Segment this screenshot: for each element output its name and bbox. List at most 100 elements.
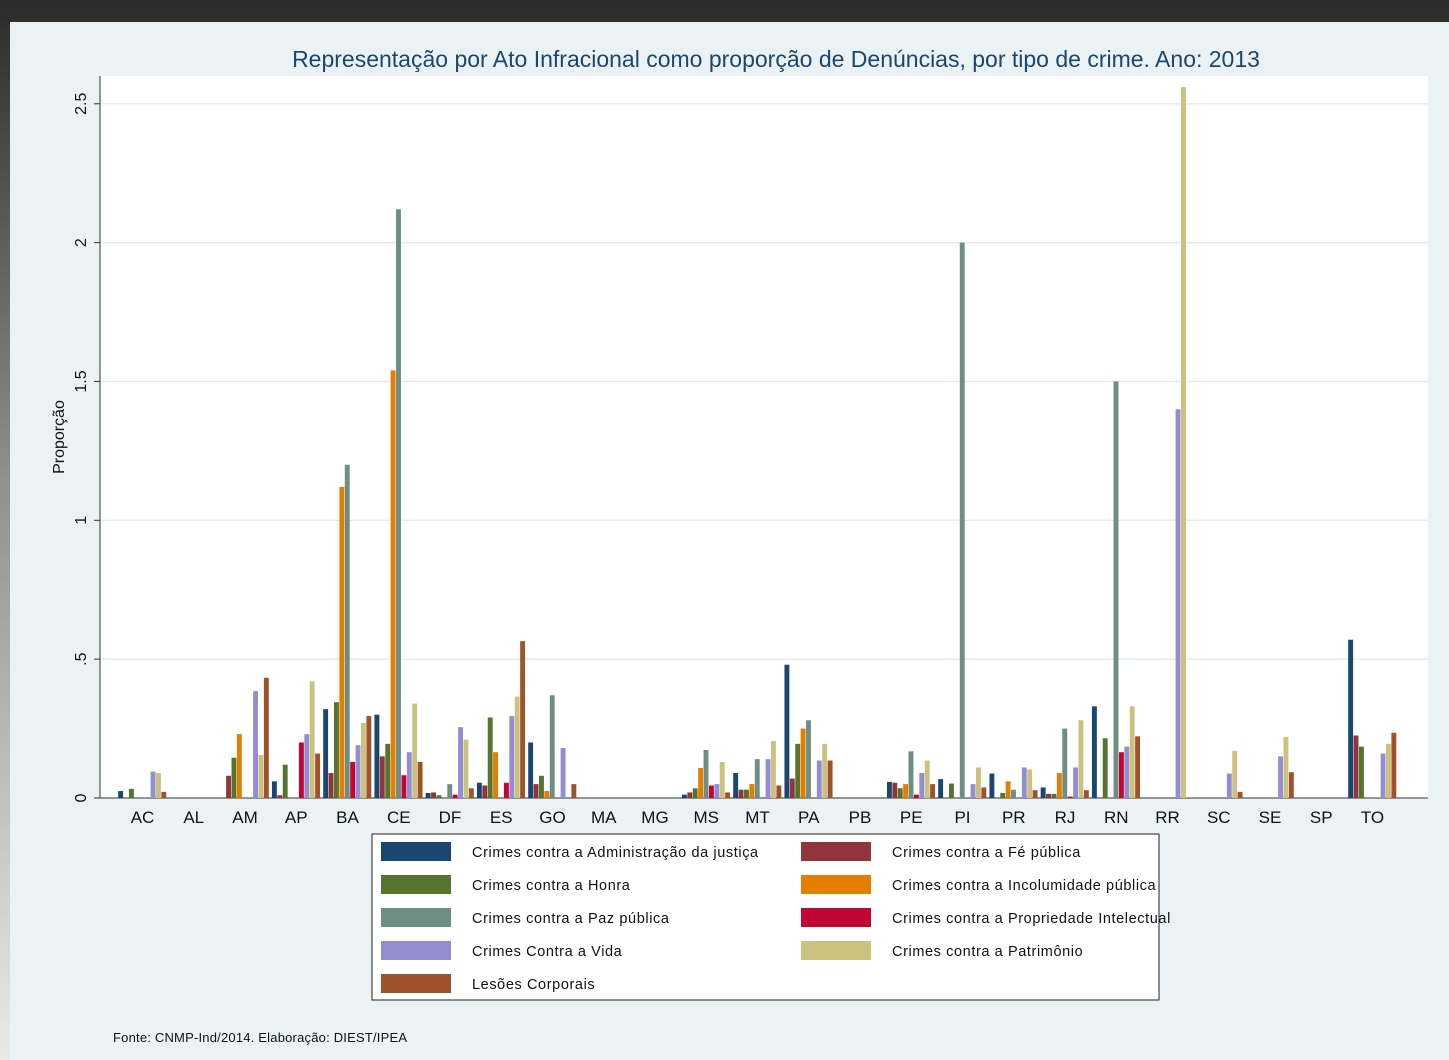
y-tick-label: 1.5 — [73, 370, 90, 392]
y-tick-label: 2.5 — [73, 93, 90, 115]
bar — [681, 794, 687, 798]
bar — [1102, 738, 1108, 798]
bar — [924, 760, 930, 798]
bar — [908, 751, 914, 798]
bar — [897, 788, 903, 798]
bar — [258, 754, 264, 798]
bar — [129, 788, 134, 798]
bar — [226, 775, 231, 798]
bar — [703, 749, 709, 798]
legend-label: Crimes contra a Propriedade Intelectual — [892, 911, 1171, 927]
bar — [298, 742, 304, 798]
bar — [1083, 790, 1089, 798]
bar — [1380, 753, 1386, 798]
y-tick-label: .5 — [73, 652, 90, 665]
bar — [1288, 772, 1294, 798]
bar — [493, 752, 499, 798]
chart-title: Representação por Ato Infracional como p… — [292, 46, 1260, 72]
bar — [406, 752, 412, 798]
x-tick-label: MG — [641, 808, 668, 827]
bar — [366, 716, 372, 798]
bar — [487, 717, 493, 798]
bar — [236, 734, 242, 798]
bar — [949, 783, 954, 798]
bar — [959, 242, 965, 799]
bar — [692, 788, 698, 798]
bar — [231, 757, 237, 798]
plot-area — [100, 76, 1428, 798]
bar — [390, 370, 396, 798]
x-tick-label: RJ — [1055, 808, 1076, 827]
bar — [323, 709, 329, 798]
bar — [539, 775, 544, 798]
x-tick-label: SE — [1259, 808, 1282, 827]
bar — [1046, 793, 1051, 798]
x-tick-label: PR — [1002, 808, 1026, 827]
bar — [339, 486, 345, 798]
bar — [1232, 750, 1238, 798]
bar — [1175, 409, 1181, 798]
bar — [315, 753, 321, 798]
bar — [282, 764, 288, 798]
bar — [1005, 781, 1011, 798]
x-tick-label: RN — [1104, 808, 1129, 827]
bar — [795, 743, 801, 798]
bar — [938, 779, 944, 798]
legend-label: Crimes contra a Fé pública — [892, 845, 1081, 861]
bar — [334, 702, 339, 798]
bar — [161, 791, 167, 798]
x-tick-label: GO — [539, 808, 565, 827]
bar — [1011, 789, 1016, 798]
bar — [1091, 706, 1097, 798]
bar — [528, 742, 534, 798]
bar — [1062, 728, 1068, 798]
x-tick-label: AP — [285, 808, 308, 827]
bar — [1181, 87, 1186, 799]
bar — [118, 791, 124, 798]
bar — [263, 677, 269, 798]
legend-label: Crimes contra a Administração da justiça — [472, 845, 759, 861]
bar — [463, 739, 469, 798]
x-tick-label: MA — [591, 808, 617, 827]
bar — [687, 792, 693, 798]
bar — [533, 784, 539, 798]
legend — [371, 833, 1160, 1001]
bar — [1067, 796, 1073, 798]
bar — [571, 784, 577, 798]
bar — [800, 728, 806, 798]
bar — [886, 781, 892, 798]
x-tick-label: BA — [336, 808, 359, 827]
bar — [733, 773, 739, 798]
x-tick-label: AL — [183, 808, 204, 827]
bar — [913, 794, 919, 798]
bar — [738, 789, 744, 798]
x-tick-label: AM — [232, 808, 258, 827]
x-tick-label: RR — [1155, 808, 1180, 827]
bar — [1027, 769, 1033, 798]
bar — [361, 723, 366, 798]
bar — [784, 664, 790, 798]
y-tick-label: 1 — [73, 516, 90, 525]
bar — [425, 793, 431, 798]
bar — [1237, 791, 1243, 798]
bar — [401, 775, 407, 798]
bar — [452, 794, 458, 798]
bar — [1000, 793, 1006, 798]
bar — [744, 789, 749, 798]
bar — [930, 784, 936, 798]
bar — [765, 759, 771, 798]
bar — [549, 695, 555, 798]
bar — [253, 691, 258, 798]
bar — [816, 760, 822, 798]
bar — [374, 714, 380, 798]
bar — [708, 785, 714, 798]
bar — [350, 761, 356, 798]
bar — [754, 759, 760, 798]
legend-label: Crimes contra a Honra — [472, 878, 631, 894]
legend-swatch — [801, 842, 871, 861]
bar — [1391, 732, 1397, 798]
y-tick-label: 2 — [73, 238, 90, 247]
bar — [1032, 790, 1038, 798]
bar — [1135, 736, 1141, 798]
legend-label: Crimes contra a Paz pública — [472, 911, 670, 927]
